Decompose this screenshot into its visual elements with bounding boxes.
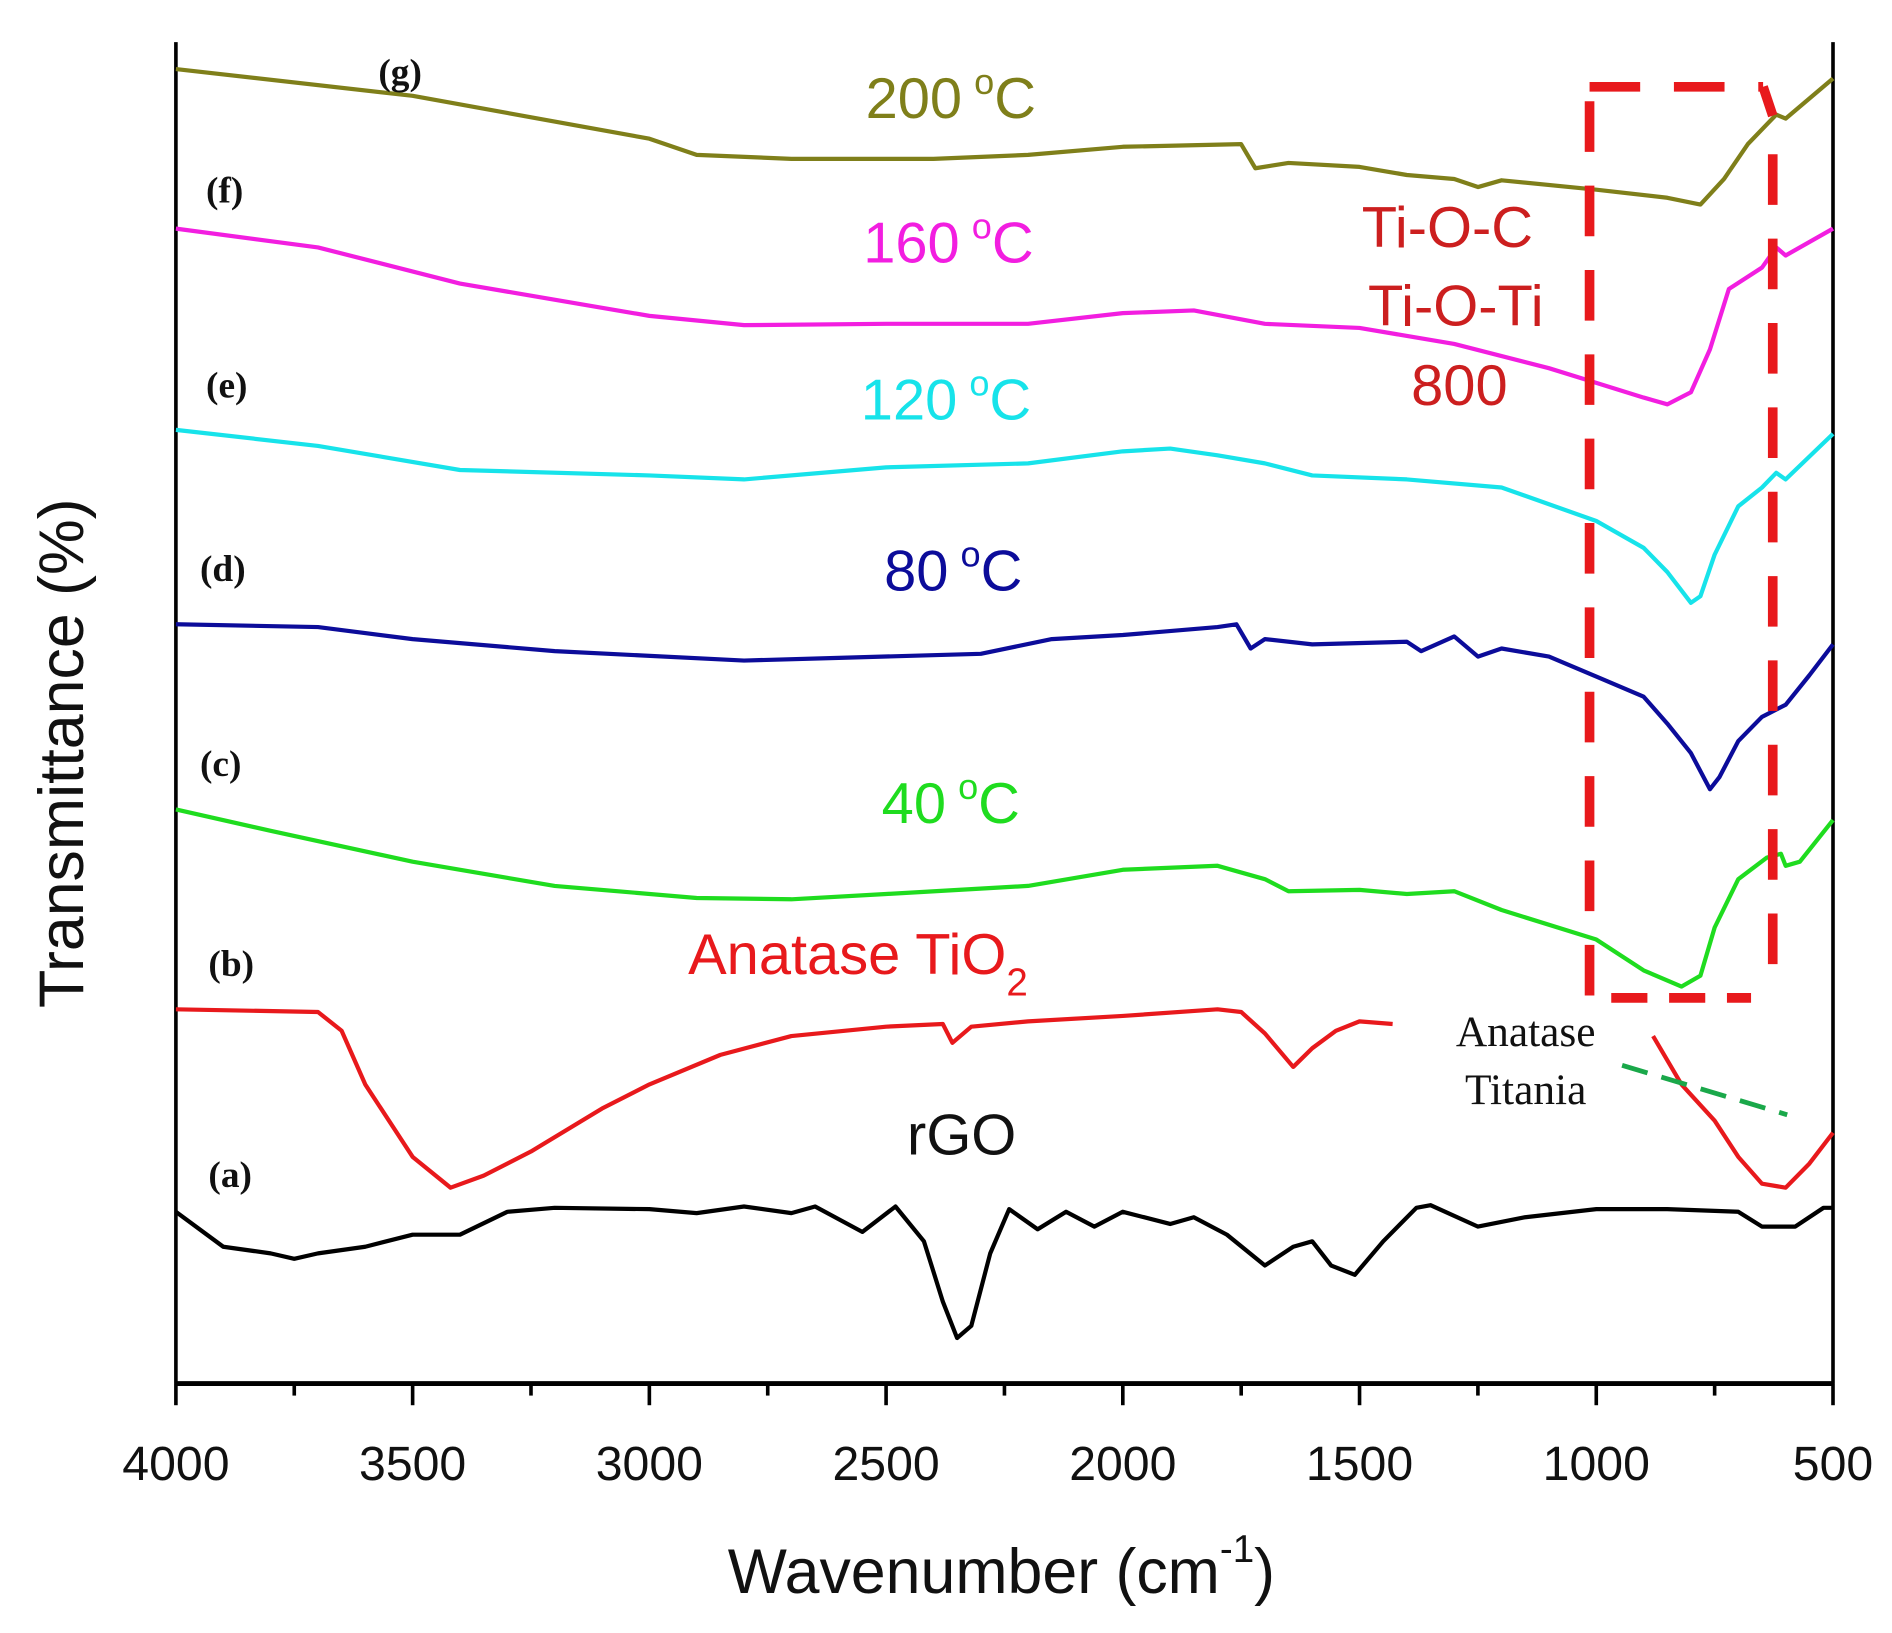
tag-g: (g) (378, 52, 422, 93)
label-800: 800 (1411, 354, 1507, 418)
label-200c: 200 oC (866, 61, 1036, 131)
label-anatase-tio2: Anatase TiO2 (688, 923, 1028, 1005)
label-40c: 40 oC (882, 766, 1020, 836)
series-line-b (175, 1007, 1835, 1190)
label-titania: Titania (1465, 1066, 1586, 1114)
x-ticks (174, 1383, 1835, 1406)
label-160c: 160 oC (863, 206, 1033, 276)
tag-f: (f) (206, 170, 243, 211)
x-tick-label: 2500 (832, 1437, 939, 1491)
tag-c: (c) (200, 744, 241, 785)
x-tick-label: 1000 (1543, 1437, 1650, 1491)
x-tick-label: 3500 (359, 1437, 466, 1491)
tag-d: (d) (200, 549, 246, 590)
label-anatase: Anatase (1456, 1008, 1596, 1056)
x-tick-labels: 4000 3500 3000 2500 2000 1500 1000 500 (122, 1437, 1873, 1491)
x-tick-label: 4000 (122, 1437, 229, 1491)
label-80c: 80 oC (884, 533, 1022, 603)
y-axis-title: Transmittance (%) (27, 498, 97, 1007)
dashed-highlight-box (1584, 81, 1778, 1003)
label-120c: 120 oC (861, 362, 1031, 432)
series-line-c (175, 807, 1835, 989)
tag-e: (e) (206, 366, 247, 407)
x-tick-label: 3000 (596, 1437, 703, 1491)
x-tick-label: 1500 (1306, 1437, 1413, 1491)
tag-b: (b) (208, 944, 254, 985)
series-line-d (175, 622, 1835, 792)
series-line-a (174, 1203, 1834, 1341)
anatase-guide-line (1621, 1063, 1788, 1118)
series-lines (174, 66, 1835, 1341)
tag-a: (a) (208, 1155, 252, 1196)
label-rgo: rGO (907, 1104, 1016, 1168)
series-line-e (175, 427, 1835, 605)
series-line-g (175, 66, 1835, 207)
x-tick-label: 2000 (1069, 1437, 1176, 1491)
label-ti-o-c: Ti-O-C (1362, 196, 1533, 260)
x-axis-title: Wavenumber (cm-1) (728, 1528, 1275, 1607)
label-ti-o-ti: Ti-O-Ti (1368, 274, 1544, 338)
series-line-f (175, 226, 1835, 407)
x-tick-label: 500 (1793, 1437, 1873, 1491)
